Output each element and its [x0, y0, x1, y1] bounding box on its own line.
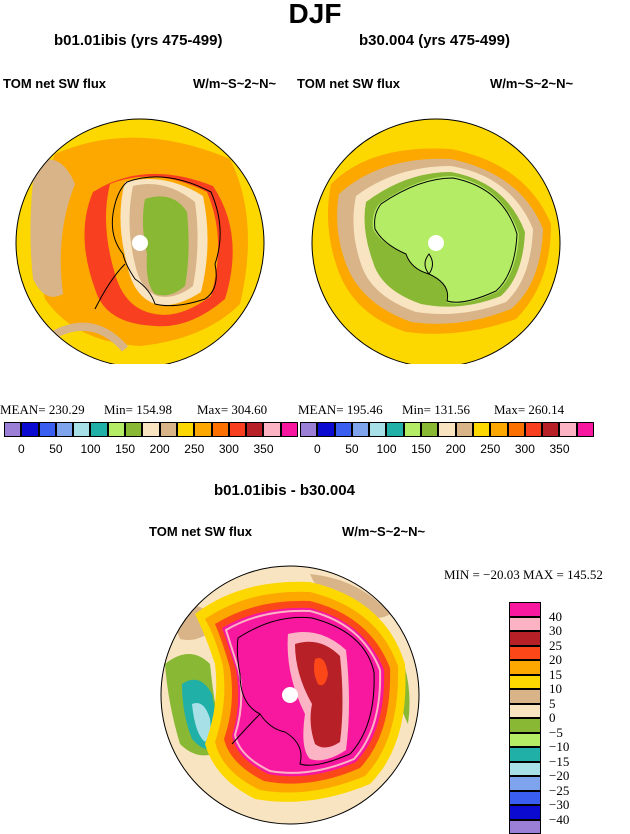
colorbar-tick-label: 200: [145, 442, 175, 456]
colorbar-box: [386, 422, 403, 437]
colorbar-box: [281, 422, 298, 437]
colorbar-box: [509, 791, 541, 806]
colorbar-box: [404, 422, 421, 437]
colorbar-box: [56, 422, 73, 437]
colorbar-box: [456, 422, 473, 437]
colorbar-box: [421, 422, 438, 437]
colorbar-box: [509, 675, 541, 690]
colorbar-box: [160, 422, 177, 437]
colorbar-box: [542, 422, 559, 437]
panel2-max: Max= 260.14: [494, 402, 564, 418]
panel1-mean: MEAN= 230.29: [0, 402, 85, 418]
colorbar-box: [509, 660, 541, 675]
colorbar-box: [438, 422, 455, 437]
colorbar-box: [509, 646, 541, 661]
panel1-colorbar: [4, 422, 298, 437]
colorbar-box: [317, 422, 334, 437]
colorbar-box: [509, 820, 541, 834]
colorbar-tick-label: 150: [406, 442, 436, 456]
colorbar-box: [4, 422, 21, 437]
panel3-title: b01.01ibis - b30.004: [214, 482, 355, 499]
panel2-polar-map: [311, 104, 561, 364]
colorbar-box: [352, 422, 369, 437]
panel1-title: b01.01ibis (yrs 475-499): [54, 32, 222, 49]
colorbar-box: [90, 422, 107, 437]
colorbar-box: [559, 422, 576, 437]
panel1-region-green: [143, 196, 189, 295]
colorbar-tick-label: −40: [549, 812, 569, 828]
colorbar-tick-label: 300: [214, 442, 244, 456]
colorbar-box: [509, 733, 541, 748]
panel3-polar-map: [160, 554, 422, 826]
panel3-units-label: W/m~S~2~N~: [342, 524, 425, 539]
colorbar-box: [577, 422, 594, 437]
panel1-units-label: W/m~S~2~N~: [193, 76, 276, 91]
panel3-variable-label: TOM net SW flux: [149, 524, 252, 539]
colorbar-box: [246, 422, 263, 437]
panel2-mean: MEAN= 195.46: [298, 402, 383, 418]
panel1-variable-label: TOM net SW flux: [3, 76, 106, 91]
colorbar-tick-label: 350: [249, 442, 279, 456]
colorbar-tick-label: 100: [372, 442, 402, 456]
colorbar-tick-label: 300: [510, 442, 540, 456]
colorbar-box: [108, 422, 125, 437]
colorbar-box: [263, 422, 280, 437]
colorbar-tick-label: 0: [6, 442, 36, 456]
colorbar-box: [473, 422, 490, 437]
colorbar-box: [335, 422, 352, 437]
colorbar-tick-label: 50: [337, 442, 367, 456]
colorbar-box: [21, 422, 38, 437]
panel2-units-label: W/m~S~2~N~: [490, 76, 573, 91]
panel2-pole-hole: [428, 235, 444, 251]
colorbar-box: [490, 422, 507, 437]
panel1-min: Min= 154.98: [104, 402, 172, 418]
colorbar-box: [525, 422, 542, 437]
colorbar-box: [509, 776, 541, 791]
colorbar-box: [509, 718, 541, 733]
colorbar-box: [125, 422, 142, 437]
colorbar-box: [509, 617, 541, 632]
panel1-pole-hole: [132, 235, 148, 251]
panel2-variable-label: TOM net SW flux: [297, 76, 400, 91]
panel1-max: Max= 304.60: [197, 402, 267, 418]
colorbar-box: [73, 422, 90, 437]
colorbar-box: [509, 704, 541, 719]
panel3-pole-hole: [282, 687, 298, 703]
colorbar-box: [508, 422, 525, 437]
panel2-colorbar: [300, 422, 594, 437]
colorbar-box: [369, 422, 386, 437]
figure-title: DJF: [0, 0, 630, 30]
colorbar-box: [509, 747, 541, 762]
panel3-colorbar: [509, 602, 541, 834]
colorbar-tick-label: 50: [41, 442, 71, 456]
colorbar-box: [509, 762, 541, 777]
colorbar-box: [177, 422, 194, 437]
colorbar-tick-label: 250: [475, 442, 505, 456]
panel1-polar-map: [15, 104, 265, 364]
colorbar-box: [509, 805, 541, 820]
panel2-min: Min= 131.56: [402, 402, 470, 418]
colorbar-box: [300, 422, 317, 437]
colorbar-box: [509, 602, 541, 617]
colorbar-box: [509, 631, 541, 646]
panel2-title: b30.004 (yrs 475-499): [359, 32, 510, 49]
colorbar-tick-label: 200: [441, 442, 471, 456]
colorbar-box: [39, 422, 56, 437]
colorbar-tick-label: 250: [179, 442, 209, 456]
colorbar-tick-label: 100: [76, 442, 106, 456]
colorbar-tick-label: 0: [302, 442, 332, 456]
colorbar-tick-label: 350: [545, 442, 575, 456]
colorbar-box: [212, 422, 229, 437]
colorbar-box: [229, 422, 246, 437]
colorbar-tick-label: 150: [110, 442, 140, 456]
colorbar-box: [142, 422, 159, 437]
colorbar-box: [509, 689, 541, 704]
panel3-min-max: MIN = −20.03 MAX = 145.52: [444, 567, 603, 583]
colorbar-box: [194, 422, 211, 437]
